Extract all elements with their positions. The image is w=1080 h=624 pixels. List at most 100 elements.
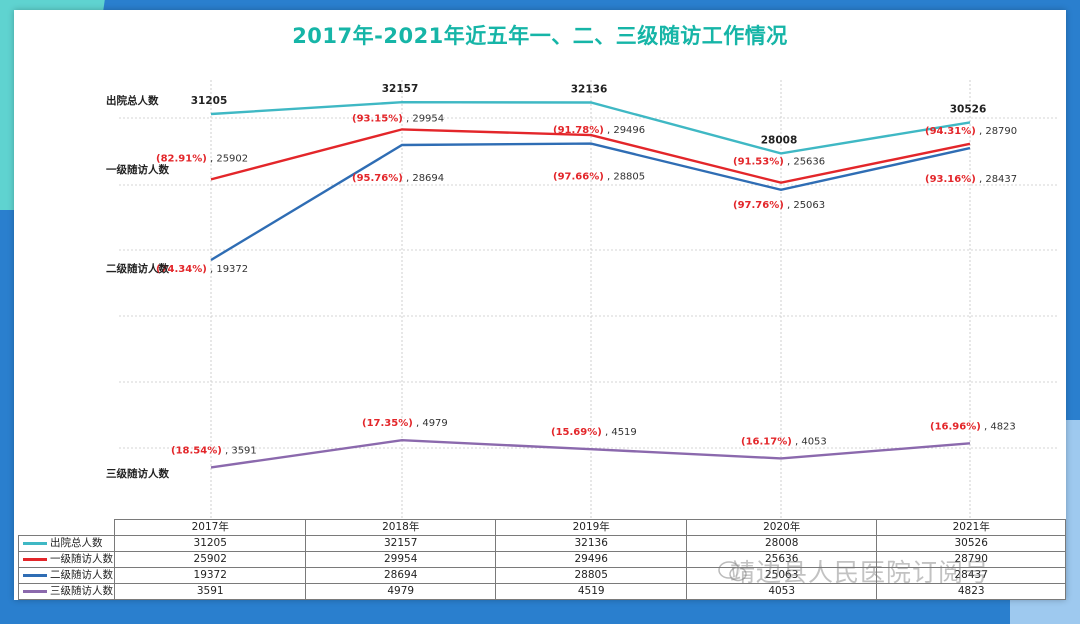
data-label-value: , 4519 — [602, 427, 637, 438]
table-row: 二级随访人数 19372 28694 28805 25063 28437 — [17, 567, 1066, 584]
legend-swatch — [23, 589, 47, 593]
data-label: (17.35%) , 4979 — [362, 418, 448, 429]
data-label: (16.17%) , 4053 — [741, 436, 827, 447]
legend-swatch — [23, 573, 47, 577]
legend-entry: 一级随访人数 — [17, 551, 116, 568]
data-label-percent: (91.78%) — [553, 125, 604, 136]
table-header-cell: 2020年 — [685, 519, 878, 536]
data-label-value: , 25902 — [207, 153, 248, 164]
data-label-percent: (17.35%) — [362, 418, 413, 429]
table-row: 一级随访人数 25902 29954 29496 25636 28790 — [17, 551, 1066, 568]
data-label-percent: (95.76%) — [352, 173, 403, 184]
data-label: (74.34%) , 19372 — [156, 264, 248, 275]
chart-title: 2017年-2021年近五年一、二、三级随访工作情况 — [292, 24, 788, 48]
data-label-percent: (18.54%) — [171, 445, 222, 456]
series-line-3 — [210, 142, 971, 262]
series-line-2 — [210, 128, 971, 184]
data-label-value: , 28437 — [976, 174, 1017, 185]
table-cell: 30526 — [876, 535, 1066, 552]
data-label-percent: (74.34%) — [156, 264, 207, 275]
data-label-value: , 25063 — [784, 200, 825, 211]
legend-entry: 三级随访人数 — [17, 583, 116, 600]
legend-label: 一级随访人数 — [50, 553, 113, 565]
series-label: 出院总人数 — [106, 94, 159, 107]
series-line-4 — [210, 438, 971, 469]
table-row: 三级随访人数 3591 4979 4519 4053 4823 — [17, 583, 1066, 600]
data-label: (93.15%) , 29954 — [352, 113, 444, 124]
data-label-percent: (97.66%) — [553, 172, 604, 183]
table-cell: 4823 — [876, 583, 1066, 600]
data-label: (97.66%) , 28805 — [553, 172, 645, 183]
table-corner-cell — [18, 519, 116, 536]
table-cell: 19372 — [114, 567, 306, 584]
table-header-cell: 2021年 — [876, 519, 1066, 536]
data-label-percent: (16.17%) — [741, 436, 792, 447]
data-label: (18.54%) , 3591 — [171, 445, 257, 456]
legend-entry: 二级随访人数 — [17, 567, 116, 584]
data-label-value: , 29496 — [604, 125, 645, 136]
data-label: (97.76%) , 25063 — [733, 200, 825, 211]
watermark-text: 靖边县人民医院订阅号 — [730, 558, 991, 587]
data-label: (94.31%) , 28790 — [925, 126, 1017, 137]
series-line-1 — [210, 100, 971, 155]
data-label-value: , 3591 — [222, 445, 257, 456]
table-cell: 31205 — [114, 535, 306, 552]
table-cell: 3591 — [114, 583, 306, 600]
data-label-percent: (93.16%) — [925, 174, 976, 185]
data-label-percent: (94.31%) — [925, 126, 976, 137]
data-label-value: , 19372 — [207, 264, 248, 275]
data-label: 28008 — [761, 134, 798, 146]
data-label: (15.69%) , 4519 — [551, 427, 637, 438]
data-label-percent: (97.76%) — [733, 200, 784, 211]
data-label-percent: (82.91%) — [156, 153, 207, 164]
table-cell: 28694 — [304, 567, 497, 584]
data-label: (91.53%) , 25636 — [733, 157, 825, 168]
table-cell: 32157 — [304, 535, 497, 552]
data-label: (95.76%) , 28694 — [352, 173, 444, 184]
series-label: 三级随访人数 — [106, 467, 169, 480]
table-header-cell: 2018年 — [304, 519, 497, 536]
data-label-percent: (16.96%) — [930, 421, 981, 432]
table-cell: 29954 — [304, 551, 497, 568]
data-label: 32136 — [571, 83, 608, 95]
wechat-icon — [718, 561, 747, 582]
data-label-value: , 4979 — [413, 418, 448, 429]
table-cell: 28008 — [685, 535, 878, 552]
table-cell: 4979 — [304, 583, 497, 600]
table-header-row: 2017年 2018年 2019年 2020年 2021年 — [18, 519, 1066, 536]
data-label: 30526 — [950, 103, 987, 115]
data-label: (91.78%) , 29496 — [553, 125, 645, 136]
data-label-value: , 4053 — [792, 436, 827, 447]
table-cell: 32136 — [495, 535, 687, 552]
data-label-percent: (93.15%) — [352, 113, 403, 124]
table-cell: 29496 — [495, 551, 687, 568]
chart-slide: 2017年-2021年近五年一、二、三级随访工作情况 31205 32157 321… — [14, 10, 1066, 600]
data-label-value: , 28790 — [976, 126, 1017, 137]
legend-entry: 出院总人数 — [17, 535, 116, 552]
data-label-value: , 4823 — [981, 421, 1016, 432]
data-label: (82.91%) , 25902 — [156, 153, 248, 164]
data-label-value: , 29954 — [403, 113, 444, 124]
data-table: 2017年 2018年 2019年 2020年 2021年 出院总人数 3120… — [17, 519, 1066, 600]
line-chart: 31205 32157 32136 28008 30526 出院总人数 (82.91%) ,… — [106, 80, 1059, 519]
data-label-value: , 25636 — [784, 157, 825, 168]
data-label: 32157 — [382, 83, 419, 95]
legend-swatch — [23, 541, 47, 545]
table-cell: 28805 — [495, 567, 687, 584]
table-header-cell: 2017年 — [114, 519, 306, 536]
table-cell: 25902 — [114, 551, 306, 568]
series-label: 一级随访人数 — [106, 163, 169, 176]
legend-label: 出院总人数 — [50, 537, 103, 549]
table-cell: 4053 — [685, 583, 878, 600]
series-label: 二级随访人数 — [106, 262, 169, 275]
data-label-value: , 28805 — [604, 172, 645, 183]
table-row: 出院总人数 31205 32157 32136 28008 30526 — [17, 535, 1066, 552]
data-label-percent: (91.53%) — [733, 157, 784, 168]
data-label: (16.96%) , 4823 — [930, 421, 1016, 432]
data-label-percent: (15.69%) — [551, 427, 602, 438]
legend-swatch — [23, 557, 47, 561]
legend-label: 二级随访人数 — [50, 569, 113, 581]
table-cell: 4519 — [495, 583, 687, 600]
data-label: 31205 — [191, 95, 228, 107]
legend-label: 三级随访人数 — [50, 585, 113, 597]
